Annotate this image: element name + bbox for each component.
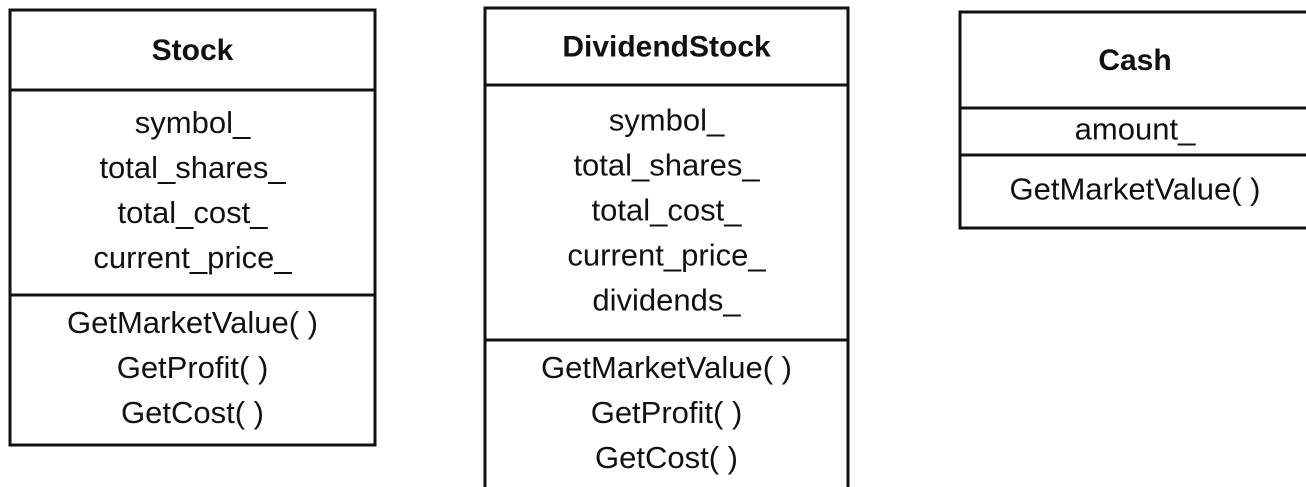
method: GetMarketValue( ) [1010, 172, 1261, 207]
class-box [483, 6, 850, 487]
method: GetProfit( ) [117, 350, 269, 385]
method: GetCost( ) [595, 440, 738, 475]
class-name: Stock [152, 34, 234, 67]
field: amount_ [1075, 112, 1196, 147]
class-box [958, 10, 1306, 230]
class-name: DividendStock [562, 30, 771, 63]
method: GetMarketValue( ) [541, 350, 792, 385]
field: total_shares_ [99, 150, 286, 185]
class-box [8, 8, 377, 447]
field: total_cost_ [118, 195, 269, 230]
field: current_price_ [93, 240, 292, 275]
field: symbol_ [135, 105, 251, 140]
method: GetProfit( ) [591, 395, 743, 430]
field: total_cost_ [592, 193, 743, 228]
field: current_price_ [567, 238, 766, 273]
method: GetMarketValue( ) [67, 305, 318, 340]
field: symbol_ [609, 103, 725, 138]
class-name: Cash [1098, 44, 1171, 77]
field: total_shares_ [573, 148, 760, 183]
method: GetCost( ) [121, 395, 264, 430]
field: dividends_ [592, 283, 741, 318]
